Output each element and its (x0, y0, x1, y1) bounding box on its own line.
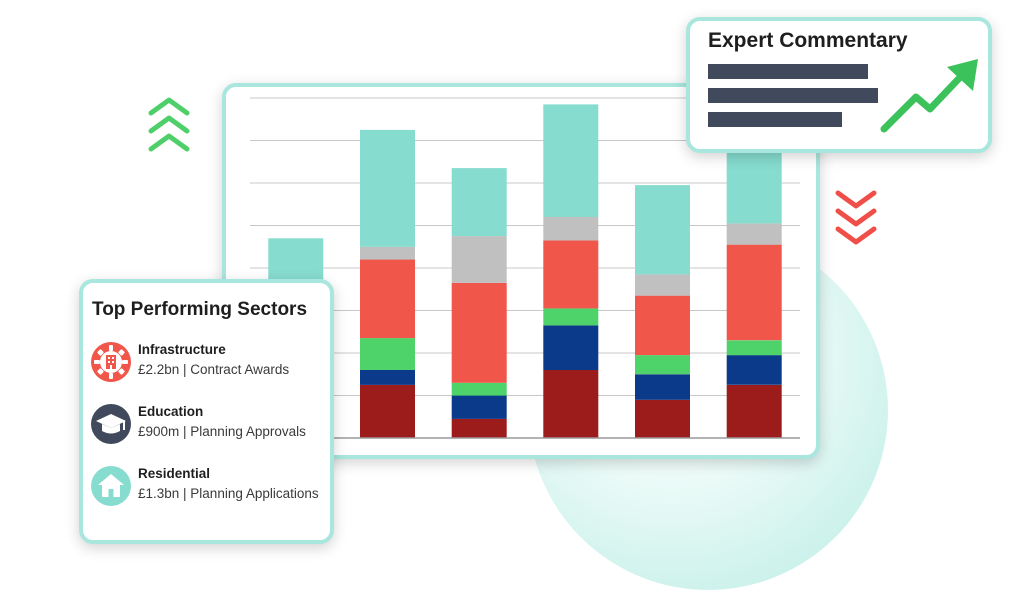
bar-segment-5-5 (635, 274, 690, 296)
bar-segment-5-6 (635, 185, 690, 275)
bar-segment-3-1 (451, 418, 507, 438)
trend-up-arrow-icon (880, 59, 978, 133)
bar-segment-3-2 (451, 395, 507, 419)
bar-segment-4-6 (543, 104, 599, 217)
bar-segment-6-3 (726, 340, 782, 356)
bar-segment-4-4 (543, 240, 599, 309)
bar-segment-2-2 (360, 370, 415, 385)
bar-segment-2-5 (360, 246, 415, 260)
bar-segment-6-1 (726, 384, 782, 438)
placeholder-text-line (708, 88, 878, 103)
bar-segment-3-3 (451, 382, 507, 396)
sector-item-residential: Residential £1.3bn | Planning Applicatio… (91, 466, 331, 516)
bar-segment-5-1 (635, 399, 690, 439)
bar-segment-6-6 (726, 140, 782, 224)
bar-segment-2-4 (360, 259, 415, 339)
chevrons-up-icon (147, 96, 191, 158)
sector-name: Education (138, 404, 204, 419)
building-gear-icon (91, 342, 131, 382)
bar-segment-2-6 (360, 129, 415, 247)
bar-segment-2-3 (360, 338, 415, 370)
bar-segment-4-2 (543, 325, 599, 370)
bar-segment-4-3 (543, 308, 599, 326)
bar-segment-5-4 (635, 295, 690, 356)
bar-segment-3-5 (451, 236, 507, 283)
sectors-title: Top Performing Sectors (92, 299, 308, 320)
sector-name: Residential (138, 466, 211, 481)
house-icon (91, 466, 131, 506)
sector-detail: £1.3bn | Planning Applications (138, 486, 319, 501)
bar-segment-6-4 (726, 244, 782, 341)
placeholder-text-line (708, 112, 842, 127)
bar-segment-6-5 (726, 223, 782, 245)
sector-detail: £2.2bn | Contract Awards (138, 362, 290, 377)
sector-detail: £900m | Planning Approvals (138, 424, 306, 439)
bar-segment-3-4 (451, 282, 507, 383)
chevrons-down-icon (834, 188, 878, 250)
commentary-title: Expert Commentary (708, 29, 908, 52)
bar-segment-5-2 (635, 374, 690, 400)
top-sectors-card: Top Performing Sectors (79, 279, 334, 544)
sector-item-education: Education £900m | Planning Approvals (91, 404, 331, 454)
bar-segment-4-1 (543, 370, 599, 438)
placeholder-text-line (708, 64, 868, 79)
bar-segment-4-5 (543, 217, 599, 241)
bar-segment-6-2 (726, 355, 782, 385)
sector-name: Infrastructure (138, 342, 226, 357)
graduation-cap-icon (91, 404, 131, 444)
expert-commentary-card: Expert Commentary (686, 17, 992, 153)
bar-segment-2-1 (360, 384, 415, 438)
bar-segment-3-6 (451, 168, 507, 237)
bar-segment-5-3 (635, 355, 690, 375)
sector-item-infrastructure: Infrastructure £2.2bn | Contract Awards (91, 342, 331, 392)
